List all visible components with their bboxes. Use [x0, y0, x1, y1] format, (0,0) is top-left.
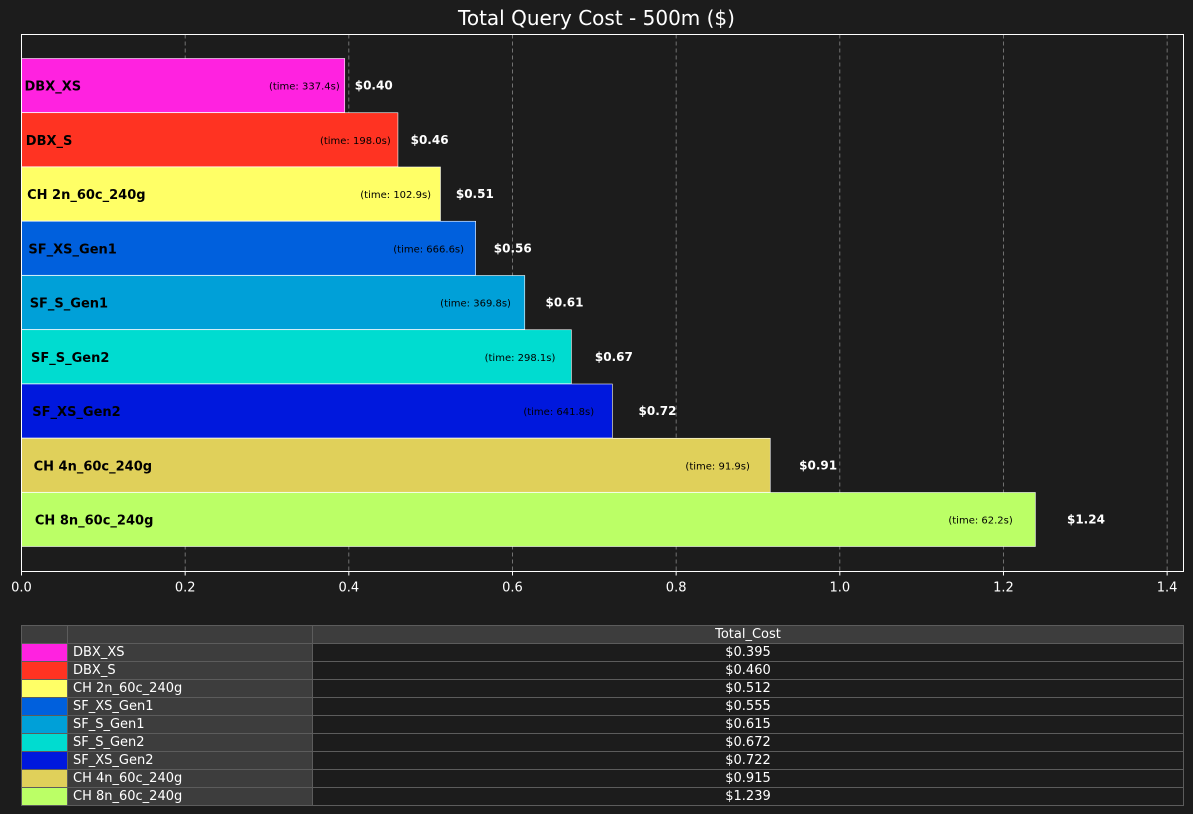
bar-category-label: CH 2n_60c_240g: [27, 188, 146, 203]
bar-value-label: $0.56: [494, 241, 532, 255]
row-name: SF_S_Gen2: [67, 733, 313, 752]
table-header-row: Total_Cost: [21, 625, 1184, 644]
table-row: SF_XS_Gen1 $0.555: [21, 697, 1184, 716]
row-total-cost: $0.915: [312, 769, 1184, 788]
x-tick-label: 0.8: [666, 581, 687, 596]
bar-time-label: (time: 298.1s): [485, 353, 556, 364]
bar: [21, 329, 572, 385]
row-name: DBX_XS: [67, 643, 313, 662]
bar-value-label: $1.24: [1067, 513, 1105, 527]
bar-time-label: (time: 641.8s): [523, 407, 594, 418]
bar-category-label: CH 8n_60c_240g: [35, 514, 153, 529]
bar-category-label: DBX_S: [26, 134, 73, 149]
row-name: SF_XS_Gen2: [67, 751, 313, 770]
table-row: DBX_S $0.460: [21, 661, 1184, 680]
bar-chart: DBX_XS (time: 337.4s) $0.40 DBX_S (time: 198…: [11, 34, 1184, 596]
row-total-cost: $0.460: [312, 661, 1184, 680]
color-swatch: [21, 715, 68, 734]
bar-value-label: $0.51: [456, 187, 494, 201]
bar-value-label: $0.72: [639, 404, 677, 418]
table-row: SF_S_Gen1 $0.615: [21, 715, 1184, 734]
table-row: DBX_XS $0.395: [21, 643, 1184, 662]
bar-category-label: SF_XS_Gen1: [28, 242, 116, 257]
row-total-cost: $0.395: [312, 643, 1184, 662]
bar-time-label: (time: 62.2s): [948, 516, 1013, 527]
color-swatch: [21, 697, 68, 716]
table-row: SF_XS_Gen2 $0.722: [21, 751, 1184, 770]
bar-value-label: $0.61: [546, 296, 584, 310]
bar-time-label: (time: 369.8s): [440, 299, 511, 310]
row-name: CH 8n_60c_240g: [67, 787, 313, 806]
bar-category-label: SF_S_Gen2: [31, 351, 109, 366]
bars: DBX_XS (time: 337.4s) $0.40 DBX_S (time: 198…: [21, 58, 1105, 547]
row-total-cost: $0.615: [312, 715, 1184, 734]
row-name: SF_XS_Gen1: [67, 697, 313, 716]
x-tick-label: 0.2: [175, 581, 196, 596]
bar-value-label: $0.67: [595, 350, 633, 364]
x-tick-label: 0.4: [338, 581, 359, 596]
bar-category-label: SF_XS_Gen2: [32, 405, 120, 420]
row-total-cost: $0.672: [312, 733, 1184, 752]
row-name: SF_S_Gen1: [67, 715, 313, 734]
color-swatch: [21, 751, 68, 770]
plot-frame: [21, 34, 1184, 572]
header-total-cost: Total_Cost: [312, 625, 1184, 644]
row-total-cost: $0.722: [312, 751, 1184, 770]
bar-value-label: $0.40: [355, 79, 393, 93]
row-total-cost: $1.239: [312, 787, 1184, 806]
bar-time-label: (time: 337.4s): [269, 82, 340, 93]
data-table: Total_Cost DBX_XS $0.395 DBX_S $0.460 CH 2n_…: [21, 625, 1184, 806]
table-row: CH 4n_60c_240g $0.915: [21, 769, 1184, 788]
x-axis: 0.0 0.2 0.4 0.6 0.8 1.0 1.2 1.4: [11, 571, 1178, 596]
bar-time-label: (time: 91.9s): [685, 461, 750, 472]
bar: [21, 220, 476, 276]
bar-time-label: (time: 666.6s): [393, 244, 464, 255]
bar-value-label: $0.91: [799, 458, 837, 472]
color-swatch: [21, 733, 68, 752]
header-swatch-cell: [21, 625, 68, 644]
x-tick-label: 1.0: [829, 581, 850, 596]
table-row: CH 8n_60c_240g $1.239: [21, 787, 1184, 806]
color-swatch: [21, 769, 68, 788]
color-swatch: [21, 679, 68, 698]
header-name-cell: [67, 625, 313, 644]
x-tick-label: 0.0: [11, 581, 32, 596]
row-total-cost: $0.555: [312, 697, 1184, 716]
table-row: CH 2n_60c_240g $0.512: [21, 679, 1184, 698]
color-swatch: [21, 643, 68, 662]
x-tick-label: 0.6: [502, 581, 523, 596]
row-total-cost: $0.512: [312, 679, 1184, 698]
bar-value-label: $0.46: [411, 133, 449, 147]
x-tick-label: 1.4: [1157, 581, 1178, 596]
row-name: CH 4n_60c_240g: [67, 769, 313, 788]
bar-time-label: (time: 198.0s): [320, 136, 391, 147]
bar: [21, 58, 346, 113]
bar: [21, 383, 613, 439]
row-name: DBX_S: [67, 661, 313, 680]
bar-category-label: DBX_XS: [25, 80, 82, 95]
bar: [21, 492, 1036, 547]
color-swatch: [21, 661, 68, 680]
bar-category-label: CH 4n_60c_240g: [34, 459, 153, 474]
bar-time-label: (time: 102.9s): [360, 190, 431, 201]
color-swatch: [21, 787, 68, 806]
bar-category-label: SF_S_Gen1: [30, 297, 108, 312]
x-tick-label: 1.2: [993, 581, 1014, 596]
table-row: SF_S_Gen2 $0.672: [21, 733, 1184, 752]
chart-title: Total Query Cost - 500m ($): [458, 6, 735, 30]
bar: [21, 275, 526, 330]
row-name: CH 2n_60c_240g: [67, 679, 313, 698]
bar: [21, 166, 441, 222]
table-body: DBX_XS $0.395 DBX_S $0.460 CH 2n_60c_240g $0.…: [21, 643, 1184, 806]
